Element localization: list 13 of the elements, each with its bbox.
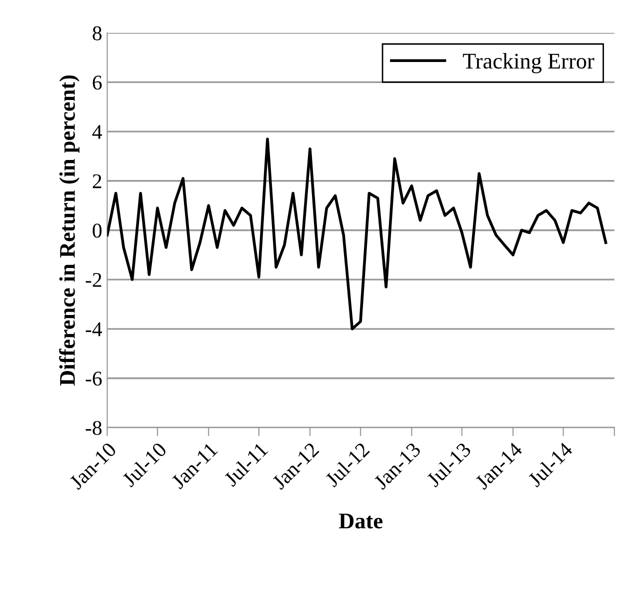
- y-tick-label: -4: [86, 322, 102, 336]
- y-tick-label: 4: [92, 125, 102, 139]
- x-axis-title: Date: [338, 514, 382, 528]
- y-tick-label: 2: [92, 174, 102, 188]
- y-axis-title: Difference in Return (in percent): [59, 75, 80, 386]
- y-tick-label: -2: [86, 273, 102, 287]
- y-tick-label: -8: [86, 420, 102, 436]
- y-tick-label: -6: [86, 372, 102, 386]
- y-tick-label: 6: [92, 76, 102, 90]
- line-series: [107, 138, 608, 330]
- y-tick-label: 8: [92, 26, 102, 40]
- legend-label: Tracking Error: [462, 53, 594, 74]
- y-tick-label: 0: [92, 224, 102, 238]
